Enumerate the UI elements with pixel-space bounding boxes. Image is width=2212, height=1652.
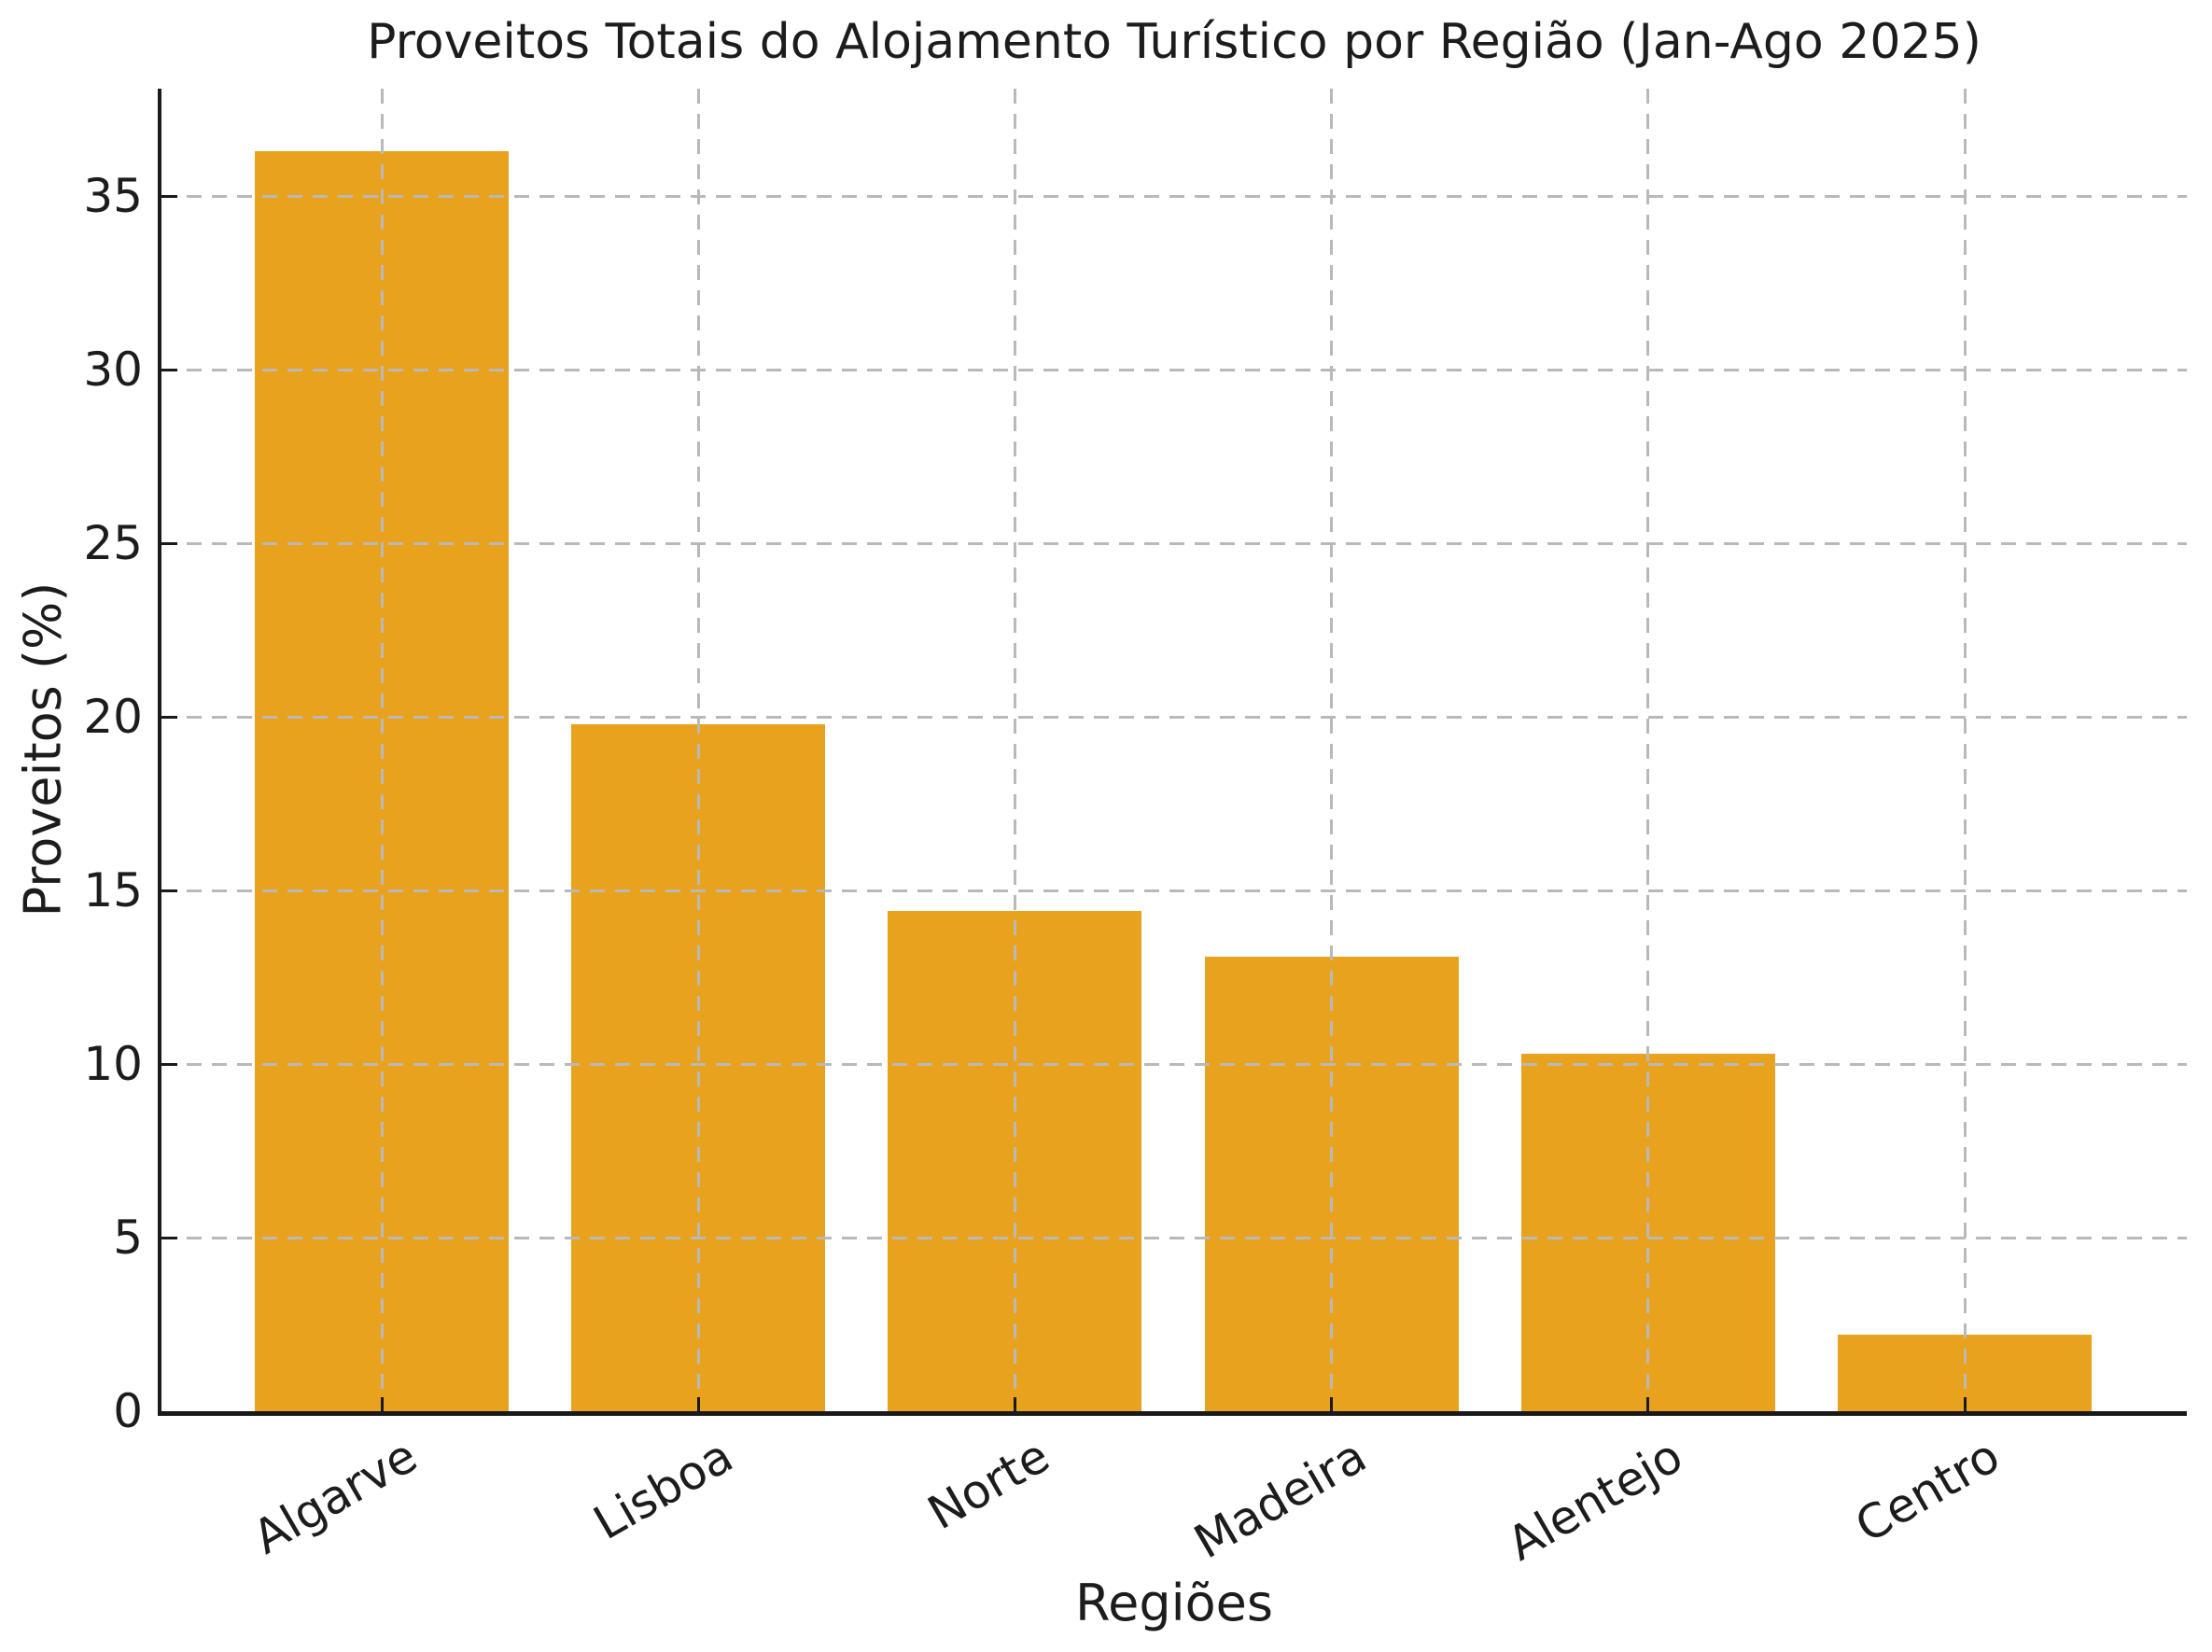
y-tick-label: 35 [83, 169, 143, 224]
y-tickmark [161, 1062, 177, 1066]
x-axis-label: Regiões [1075, 1574, 1273, 1632]
y-tick-label: 25 [83, 516, 143, 571]
v-gridline [1646, 89, 1650, 1411]
v-gridline [1963, 89, 1967, 1411]
y-tick-label: 5 [113, 1211, 143, 1266]
h-gridline [161, 1236, 2187, 1239]
x-tick-label: Alentejo [1498, 1428, 1692, 1572]
y-tickmark [161, 541, 177, 545]
y-tick-label: 10 [83, 1037, 143, 1092]
x-tick-label: Algarve [244, 1428, 426, 1565]
y-tick-label: 20 [83, 690, 143, 745]
y-tick-label: 0 [113, 1384, 143, 1438]
v-gridline [696, 89, 700, 1411]
y-tickmark [161, 715, 177, 719]
x-tick-label: Lisboa [584, 1428, 743, 1551]
y-tickmark [161, 194, 177, 198]
x-tick-label: Madeira [1185, 1428, 1376, 1570]
y-tickmark [161, 1236, 177, 1239]
y-tickmark [161, 368, 177, 371]
x-tickmark [380, 1397, 384, 1411]
x-tickmark [1963, 1397, 1967, 1411]
plot-area: 0 5 10 15 20 25 30 35 Algarve Lisboa Norte Madeira A… [83, 89, 2187, 1571]
h-gridline [161, 889, 2187, 892]
h-gridline [161, 368, 2187, 371]
x-tickmark [1330, 1397, 1334, 1411]
x-tick-label: Centro [1846, 1428, 2009, 1554]
h-gridline [161, 541, 2187, 545]
x-tickmark [1646, 1397, 1650, 1411]
y-tick-label: 15 [83, 863, 143, 918]
h-gridline [161, 194, 2187, 198]
y-tickmark [161, 889, 177, 892]
h-gridline [161, 715, 2187, 719]
chart-title: Proveitos Totais do Alojamento Turístico… [367, 14, 1981, 70]
v-gridline [380, 89, 384, 1411]
y-axis-spine [158, 89, 161, 1416]
y-tick-label: 30 [83, 343, 143, 398]
x-tickmark [696, 1397, 700, 1411]
v-gridline [1330, 89, 1334, 1411]
v-gridline [1013, 89, 1016, 1411]
x-axis-spine [158, 1411, 2187, 1416]
x-tickmark [1013, 1397, 1016, 1411]
h-gridline [161, 1062, 2187, 1066]
x-tick-label: Norte [919, 1428, 1059, 1541]
